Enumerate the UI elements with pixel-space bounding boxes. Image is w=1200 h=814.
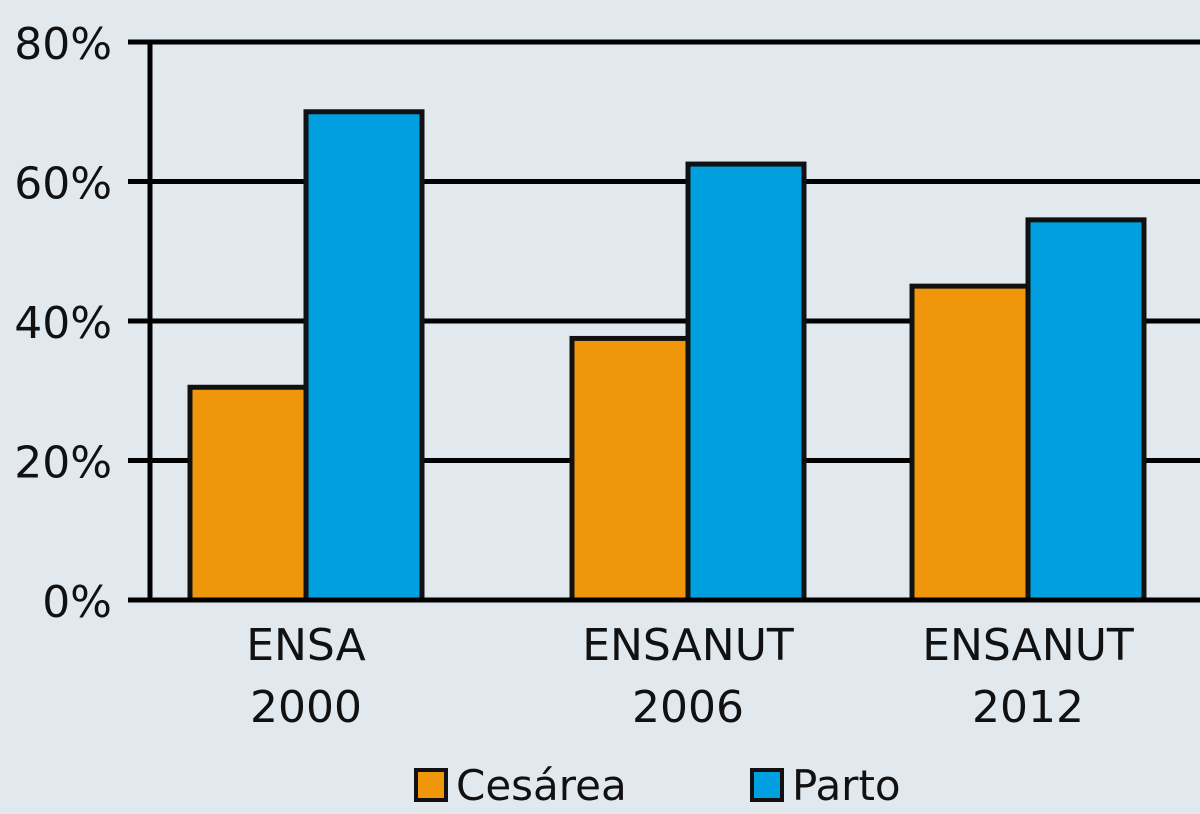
legend-swatch xyxy=(750,768,784,802)
bar-cesarea xyxy=(187,384,309,603)
x-tick-label: 2006 xyxy=(632,682,744,733)
x-tick-label: ENSANUT xyxy=(922,620,1134,671)
bar-cesarea xyxy=(569,335,691,603)
legend-swatch xyxy=(414,768,448,802)
y-tick-label: 20% xyxy=(14,438,112,489)
legend: Cesárea Parto xyxy=(414,761,901,810)
x-tick-labels: ENSA 2000 ENSANUT 2006 ENSANUT 2012 xyxy=(246,620,1134,733)
bar-cesarea xyxy=(909,283,1031,603)
x-tick-label: ENSANUT xyxy=(582,620,794,671)
y-tick-label: 80% xyxy=(14,19,112,70)
legend-label: Parto xyxy=(792,761,901,810)
y-tick-labels: 0% 20% 40% 60% 80% xyxy=(14,19,112,628)
y-tick-label: 0% xyxy=(42,577,112,628)
x-tick-label: 2012 xyxy=(972,682,1084,733)
y-tick-label: 60% xyxy=(14,159,112,210)
y-tick-label: 40% xyxy=(14,298,112,349)
axes xyxy=(128,40,1200,603)
x-tick-label: 2000 xyxy=(250,682,362,733)
bar-parto xyxy=(1025,217,1147,603)
x-tick-label: ENSA xyxy=(246,620,366,671)
legend-label: Cesárea xyxy=(456,761,627,810)
bar-parto xyxy=(685,161,807,603)
bar-parto xyxy=(303,109,425,603)
bars xyxy=(187,109,1147,603)
